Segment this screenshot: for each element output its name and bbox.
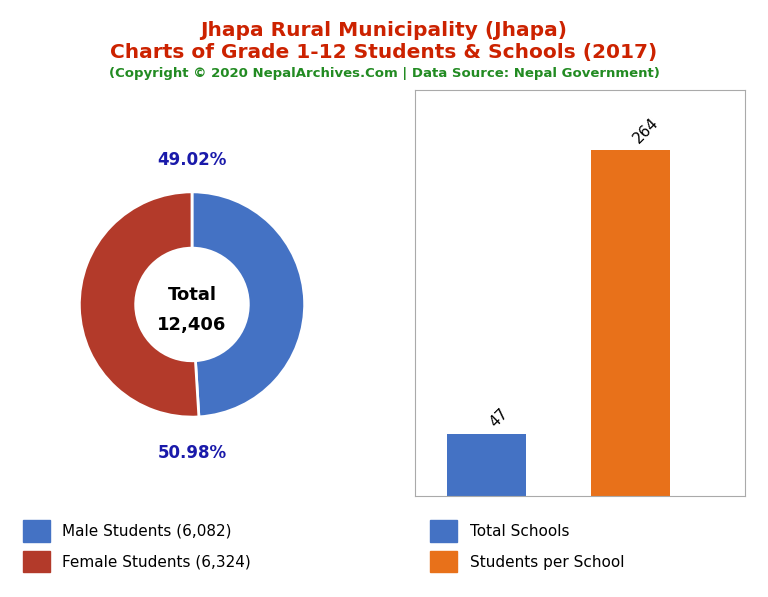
Text: 47: 47: [486, 406, 511, 430]
Bar: [447, 434, 526, 496]
Wedge shape: [192, 192, 305, 417]
Text: Total: Total: [167, 287, 217, 304]
Text: Jhapa Rural Municipality (Jhapa): Jhapa Rural Municipality (Jhapa): [200, 21, 568, 40]
Text: Charts of Grade 1-12 Students & Schools (2017): Charts of Grade 1-12 Students & Schools …: [111, 43, 657, 62]
Text: 50.98%: 50.98%: [157, 444, 227, 462]
Bar: [591, 150, 670, 496]
Text: 12,406: 12,406: [157, 316, 227, 334]
Text: (Copyright © 2020 NepalArchives.Com | Data Source: Nepal Government): (Copyright © 2020 NepalArchives.Com | Da…: [108, 67, 660, 80]
Text: 264: 264: [630, 115, 661, 146]
Legend: Male Students (6,082), Female Students (6,324): Male Students (6,082), Female Students (…: [15, 512, 259, 580]
Wedge shape: [79, 192, 199, 417]
Text: 49.02%: 49.02%: [157, 151, 227, 170]
Legend: Total Schools, Students per School: Total Schools, Students per School: [422, 512, 632, 580]
